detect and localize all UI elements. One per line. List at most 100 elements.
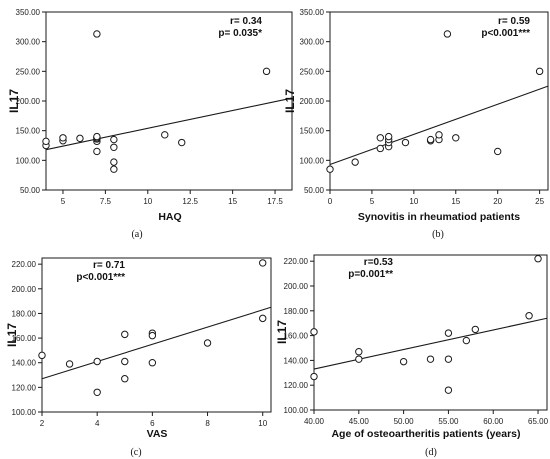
y-axis-label: IL17 [275, 320, 289, 344]
data-point [310, 372, 318, 381]
data-point [76, 134, 84, 143]
plot-frame [41, 257, 272, 413]
y-tick-label: 140.00 [12, 359, 37, 368]
data-point [326, 165, 334, 173]
y-tick-label: 300.00 [300, 38, 325, 47]
data-point [310, 328, 318, 336]
data-point [444, 386, 453, 394]
data-point [525, 312, 533, 320]
data-point [93, 132, 101, 141]
y-tick-label: 150.00 [300, 127, 325, 136]
panel-label: (a) [131, 229, 142, 240]
x-axis-label: Synovitis in rheumatiod patients [358, 211, 520, 223]
x-axis-label: HAQ [158, 211, 181, 223]
y-tick-label: 100.00 [16, 156, 41, 165]
data-point [148, 359, 157, 367]
data-point [399, 357, 408, 366]
data-point [42, 137, 50, 146]
data-point [401, 138, 410, 147]
y-tick-label: 250.00 [16, 67, 41, 76]
regression-line [313, 317, 548, 370]
data-point [110, 158, 118, 166]
y-axis-label: IL17 [283, 89, 297, 113]
x-tick-label: 6 [150, 419, 155, 428]
data-point [121, 330, 129, 339]
regression-line [41, 306, 272, 380]
x-tick-label: 15 [228, 197, 237, 206]
x-tick-label: 10 [143, 197, 152, 206]
y-tick-label: 220.00 [12, 260, 37, 269]
x-tick-label: 7.5 [100, 197, 112, 206]
panel-d: 40.00 45.00 50.00 55.00 60.00 65.00 100.00 120.… [275, 254, 549, 458]
x-tick-label: 55.00 [438, 417, 459, 426]
p-value: p<0.001*** [481, 28, 530, 39]
correlation-r: r= 0.34 [230, 16, 262, 27]
data-point [38, 351, 46, 360]
y-tick-label: 250.00 [300, 67, 325, 76]
y-axis-label: IL17 [7, 89, 21, 113]
data-point [452, 134, 460, 142]
data-point [203, 339, 212, 347]
x-tick-label: 10 [409, 197, 418, 206]
panel-label: (c) [130, 447, 141, 458]
y-tick-label: 180.00 [12, 309, 37, 318]
y-tick-label: 200.00 [12, 285, 37, 294]
y-tick-label: 180.00 [284, 307, 309, 316]
x-tick-label: 45.00 [349, 417, 370, 426]
regression-line [329, 85, 549, 166]
data-point [444, 329, 453, 337]
x-tick-label: 20 [493, 197, 502, 206]
x-tick-label: 0 [328, 197, 333, 206]
data-point [493, 147, 502, 156]
x-tick-label: 50.00 [394, 417, 415, 426]
data-point [262, 67, 271, 76]
p-value: p<0.001*** [76, 272, 125, 283]
y-tick-label: 300.00 [16, 38, 41, 47]
x-axis-label: VAS [147, 428, 168, 440]
data-point [259, 259, 267, 267]
x-tick-label: 60.00 [483, 417, 504, 426]
x-tick-label: 17.5 [267, 197, 283, 206]
data-point [443, 30, 452, 38]
y-tick-label: 200.00 [284, 282, 309, 291]
panel-b: 0 5 10 15 20 25 50.00 100.00 150.00 200.00 250.00 3… [283, 8, 549, 240]
y-tick-label: 50.00 [304, 186, 325, 195]
data-point [110, 135, 118, 144]
data-point [161, 131, 169, 139]
x-tick-label: 5 [61, 197, 66, 206]
data-point [535, 67, 544, 76]
data-point [93, 388, 101, 396]
data-point [259, 314, 267, 323]
panel-a: 5 7.5 10 12.5 15 17.5 50.00 100.00 150.00 200.00 2… [7, 8, 293, 240]
data-point [534, 255, 542, 263]
y-axis-label: IL17 [5, 323, 19, 347]
data-point [93, 30, 101, 38]
y-tick-label: 120.00 [284, 381, 309, 390]
data-point [93, 147, 101, 156]
data-point [462, 336, 471, 345]
x-axis-label: Age of osteoartheritis patients (years) [331, 428, 520, 440]
data-point [376, 144, 385, 153]
y-tick-label: 160.00 [284, 332, 309, 341]
y-tick-label: 100.00 [300, 156, 325, 165]
x-tick-label: 12.5 [182, 197, 198, 206]
y-tick-label: 100.00 [12, 408, 37, 417]
x-tick-label: 40.00 [304, 417, 325, 426]
data-point [121, 357, 129, 366]
data-point [121, 375, 129, 383]
y-tick-label: 350.00 [16, 8, 41, 17]
x-tick-label: 10 [258, 419, 267, 428]
x-tick-label: 65.00 [528, 417, 549, 426]
y-tick-label: 350.00 [300, 8, 325, 17]
data-point [355, 348, 363, 356]
data-point [384, 132, 393, 141]
p-value: p=0.001** [348, 269, 393, 280]
data-point [65, 360, 74, 368]
data-point [435, 131, 443, 139]
x-tick-label: 4 [95, 419, 100, 428]
data-point [355, 355, 363, 363]
x-tick-label: 5 [370, 197, 375, 206]
x-tick-label: 15 [451, 197, 460, 206]
correlation-r: r= 0.59 [498, 16, 530, 27]
